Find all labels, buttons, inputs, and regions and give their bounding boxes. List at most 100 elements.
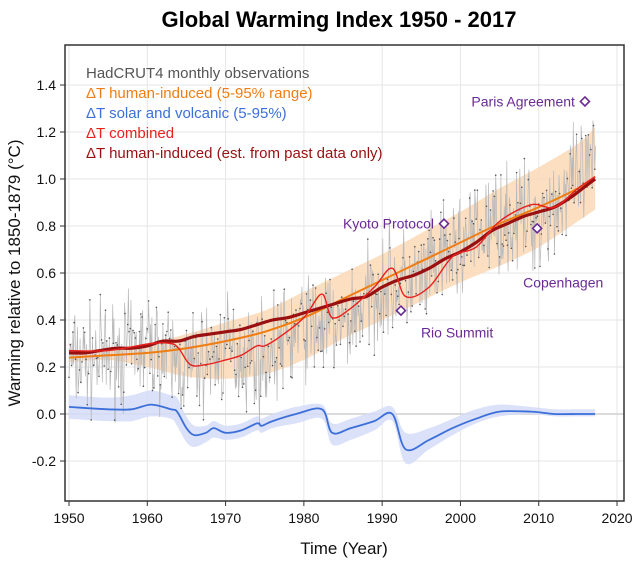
observation-point [249,362,252,364]
observation-point [547,248,549,250]
observation-point [348,341,351,344]
observation-point [571,184,574,187]
observation-point [197,352,199,354]
observation-point [159,384,162,386]
observation-point [223,316,226,319]
observation-point [350,320,352,322]
observation-point [141,316,143,318]
observation-point [86,403,89,406]
observation-point [279,363,282,365]
observation-point [164,334,167,336]
x-tick-label: 1960 [132,510,163,526]
observation-point [404,279,407,282]
observation-point [531,220,533,223]
observation-point [535,217,537,219]
observation-point [200,362,202,365]
observation-point [132,329,134,332]
observation-point [339,343,342,346]
observation-point [363,292,365,295]
observation-point [501,243,504,245]
observation-point [368,343,370,346]
observation-point [540,233,543,235]
observation-point [250,360,253,362]
hadcrut4-observations [68,120,596,425]
observation-point [519,202,522,205]
observation-point [337,305,339,307]
observation-point [321,350,323,352]
observation-point [536,215,539,217]
observation-point [479,229,481,231]
observation-point [458,237,460,240]
observation-point [565,234,567,237]
observation-point [312,284,314,286]
observation-point [209,358,211,360]
observation-point [299,307,301,310]
annotation-marker [395,304,407,317]
observation-point [414,245,416,248]
observation-point [220,398,223,401]
observation-point [227,318,229,320]
observation-point [380,290,382,293]
observation-point [78,369,81,371]
observation-point [377,273,380,276]
observation-point [573,201,575,204]
observation-point [325,292,327,295]
observation-point [102,342,104,344]
observation-point [275,356,278,359]
observation-point [274,361,277,363]
observation-point [133,331,135,334]
observation-point [241,386,244,389]
observation-point [235,373,237,376]
observation-point [463,264,466,267]
observation-point [156,375,159,377]
observation-point [145,337,147,340]
observation-point [323,328,326,330]
observation-point [551,193,553,195]
observation-point [417,250,420,253]
y-axis-ticks: -0.2 0.0 0.2 0.4 0.6 0.8 1.0 1.2 1.4 [32,77,65,469]
observation-point [451,279,454,281]
observation-point [462,264,464,267]
observation-point [534,267,536,269]
observation-point [406,321,408,324]
observation-point [106,340,108,342]
x-tick-label: 1950 [53,510,84,526]
observation-point [171,396,173,398]
observation-point [424,308,427,310]
observation-point [357,305,360,307]
observation-point [310,325,313,328]
observation-point [590,148,592,151]
observation-point [243,383,245,385]
observation-point [96,356,99,359]
observation-point [394,284,397,286]
observation-point [103,365,105,367]
observation-point [541,192,544,195]
observation-point [181,394,184,396]
observation-point [93,364,95,367]
observation-point [322,366,325,369]
annotation-label-paris-agreement: Paris Agreement [471,93,575,109]
observation-point [120,403,122,406]
series-lines [68,175,597,452]
observation-point [284,319,287,322]
observation-point [244,366,246,369]
observation-point [309,299,312,301]
observation-point [263,335,266,337]
observation-point [252,330,254,333]
observation-point [410,310,412,313]
observation-point [554,190,557,193]
deltat-combined-line [68,176,596,367]
observation-point [180,407,182,410]
observation-point [581,137,583,140]
annotations: Paris Agreement Kyoto Protocol Rio Summit C… [343,93,603,340]
observation-point [327,321,330,324]
observation-point [313,366,316,368]
observations-line [68,120,596,424]
observation-point [429,251,432,254]
observation-point [248,339,250,342]
legend-entry-deltat-combined: ΔT combined [86,125,174,142]
observation-point [382,331,385,334]
observation-point [245,411,248,413]
deltat-human-induced-5-95-range-band [69,127,596,379]
